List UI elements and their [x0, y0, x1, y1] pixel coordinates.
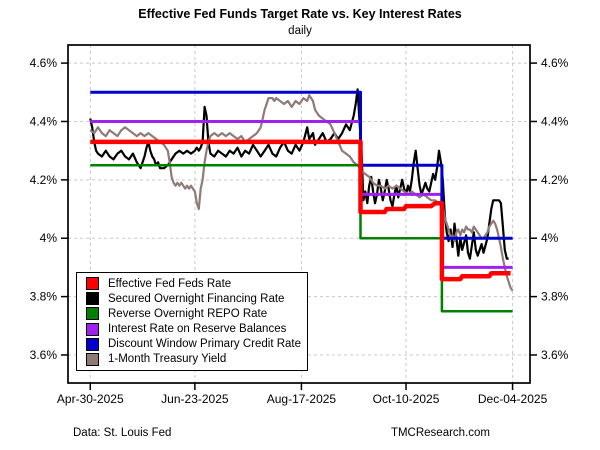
- data-source-note: Data: St. Louis Fed: [73, 427, 172, 439]
- legend-label-sofr: Secured Overnight Financing Rate: [108, 292, 285, 305]
- y-tick-label-right: 4%: [541, 231, 559, 245]
- y-tick-label-right: 3.6%: [541, 348, 569, 362]
- legend-label-effr: Effective Fed Feds Rate: [108, 277, 232, 290]
- legend-item-effr: Effective Fed Feds Rate: [86, 277, 307, 291]
- x-tick-label: Oct-10-2025: [373, 392, 440, 406]
- legend-swatch-effr: [86, 277, 99, 291]
- legend-swatch-rrp: [86, 307, 99, 321]
- website-credit: TMCResearch.com: [390, 427, 490, 439]
- y-tick-label-right: 4.6%: [541, 56, 569, 70]
- legend-swatch-iorb: [86, 322, 99, 336]
- x-tick-label: Dec-04-2025: [478, 392, 548, 406]
- legend-item-rrp: Reverse Overnight REPO Rate: [86, 307, 307, 321]
- legend-item-t1m: 1-Month Treasury Yield: [86, 352, 307, 366]
- y-tick-label-left: 3.8%: [30, 290, 58, 304]
- y-tick-label-left: 4.2%: [30, 173, 58, 187]
- y-tick-label-left: 4.6%: [30, 56, 58, 70]
- legend-label-iorb: Interest Rate on Reserve Balances: [108, 323, 287, 336]
- series-line-t1m: [89, 94, 514, 292]
- y-tick-label-left: 3.6%: [30, 348, 58, 362]
- legend-label-discount: Discount Window Primary Credit Rate: [108, 338, 302, 351]
- y-tick-label-right: 4.4%: [541, 114, 569, 128]
- series-line-sofr: [89, 88, 509, 260]
- series-line-rrp: [90, 164, 513, 313]
- legend-swatch-discount: [86, 337, 99, 351]
- legend-swatch-sofr: [86, 292, 99, 306]
- x-tick-label: Aug-17-2025: [267, 392, 337, 406]
- legend-label-rrp: Reverse Overnight REPO Rate: [108, 307, 268, 320]
- legend-label-t1m: 1-Month Treasury Yield: [108, 353, 227, 366]
- plot-border: [67, 44, 531, 384]
- y-tick-label-right: 4.2%: [541, 173, 569, 187]
- x-tick-label: Jun-23-2025: [161, 392, 229, 406]
- series-line-effr: [90, 139, 511, 282]
- series-line-iorb: [90, 120, 513, 269]
- y-tick-label-right: 3.8%: [541, 290, 569, 304]
- legend-item-iorb: Interest Rate on Reserve Balances: [86, 322, 307, 336]
- legend-swatch-t1m: [86, 352, 99, 366]
- chart-subtitle: daily: [288, 25, 312, 37]
- y-tick-label-left: 4.4%: [30, 114, 58, 128]
- chart-title: Effective Fed Funds Target Rate vs. Key …: [138, 7, 462, 21]
- y-tick-label-left: 4%: [40, 231, 58, 245]
- legend-box: Effective Fed Feds Rate Secured Overnight…: [76, 272, 308, 371]
- legend-item-sofr: Secured Overnight Financing Rate: [86, 292, 307, 306]
- legend-item-discount: Discount Window Primary Credit Rate: [86, 337, 307, 351]
- series-line-discount: [90, 90, 513, 240]
- x-tick-label: Apr-30-2025: [57, 392, 124, 406]
